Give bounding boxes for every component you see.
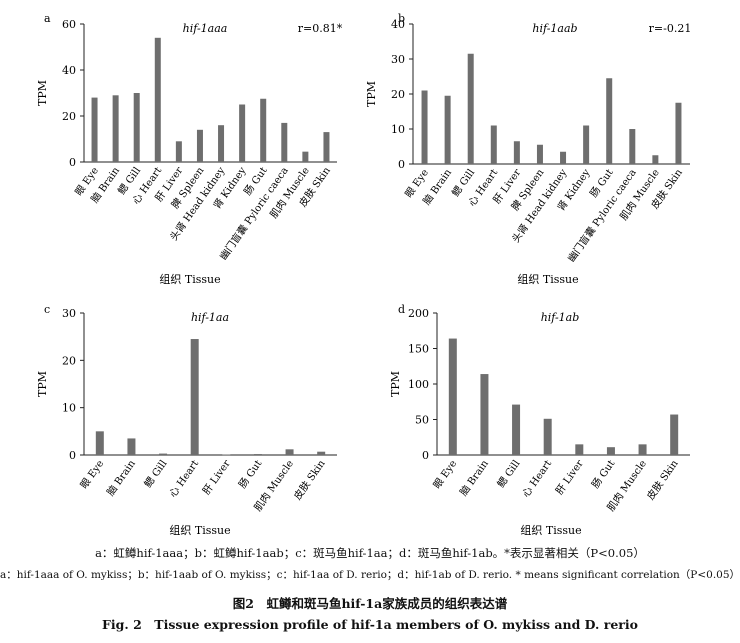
panel-a-title: hif-1aaa xyxy=(183,22,228,35)
panel-c-bar xyxy=(127,438,136,455)
panel-b-bar xyxy=(606,78,613,164)
panel-a-bar xyxy=(154,37,161,162)
panel-a-y-tick-label: 60 xyxy=(62,18,76,31)
panel-d-category-label: 皮肤 Skin xyxy=(644,457,681,502)
panel-c-x-axis-label: 组织 Tissue xyxy=(169,523,230,537)
panel-c-bar xyxy=(222,454,231,456)
panel-a-y-tick-label: 20 xyxy=(62,110,76,123)
panel-c-y-tick-label: 10 xyxy=(62,402,76,415)
panel-a-letter: a xyxy=(44,12,51,25)
panel-b-y-axis-label: TPM xyxy=(365,81,378,107)
panel-d-bar xyxy=(575,444,584,455)
panel-d-category-label: 鳃 Gill xyxy=(494,457,522,490)
panel-c-title: hif-1aa xyxy=(191,311,229,324)
panel-a-y-axis-label: TPM xyxy=(36,80,49,106)
panel-b-y-tick-label: 30 xyxy=(391,53,405,66)
panel-a-bar xyxy=(323,132,330,162)
panel-c-bar xyxy=(95,431,104,455)
panel-d-y-tick-label: 0 xyxy=(422,449,429,462)
panel-a-bar xyxy=(218,125,225,162)
panel-c-category-label: 鳃 Gill xyxy=(141,457,169,490)
panel-b-letter: b xyxy=(398,12,405,25)
panel-a-bar xyxy=(281,122,288,162)
panel-c-bar xyxy=(253,454,262,455)
panel-d-letter: d xyxy=(398,303,405,316)
panel-c-category-label: 心 Heart xyxy=(167,458,201,500)
panel-b-x-axis-label: 组织 Tissue xyxy=(517,272,578,286)
panel-c-category-label: 脑 Brain xyxy=(104,457,138,498)
panel-a-bar xyxy=(260,98,267,162)
panel-c-bar xyxy=(159,453,168,455)
panel-c-y-tick-label: 0 xyxy=(69,449,76,462)
panel-a-bar xyxy=(133,93,140,162)
panel-b-bar xyxy=(421,90,428,164)
panel-c-category-label: 眼 Eye xyxy=(78,458,106,491)
panel-a-correlation-label: r=0.81* xyxy=(298,22,343,35)
panel-b-bar xyxy=(536,144,543,164)
panel-c-y-tick-label: 20 xyxy=(62,354,76,367)
panel-a-bar xyxy=(91,97,98,162)
panel-b-bar xyxy=(490,125,497,164)
panel-b-bar xyxy=(467,53,474,164)
panel-b-y-tick-label: 40 xyxy=(391,18,405,31)
panel-c-category-label: 肠 Gut xyxy=(236,458,264,491)
panel-d-bar xyxy=(606,447,615,455)
panel-d-x-axis-label: 组织 Tissue xyxy=(520,523,581,537)
panel-d-bar xyxy=(638,444,647,455)
panel-b-bar xyxy=(444,95,451,164)
panel-c-letter: c xyxy=(44,303,50,316)
panel-c-bar xyxy=(317,451,326,455)
legend-caption-en: a：hif-1aaa of O. mykiss；b：hif-1aab of O.… xyxy=(0,569,740,581)
panel-b-bar xyxy=(583,125,590,164)
panel-a-bar xyxy=(175,141,182,162)
panel-b-bar xyxy=(652,155,659,164)
figure-title-en: Fig. 2 Tissue expression profile of hif-… xyxy=(102,617,638,632)
panel-c-bar xyxy=(190,339,199,455)
panel-c-y-tick-label: 30 xyxy=(62,307,76,320)
panel-d-category-label: 脑 Brain xyxy=(457,457,491,498)
panel-d-bar xyxy=(543,418,552,455)
panel-b-bar xyxy=(629,129,636,164)
panel-d-y-axis-label: TPM xyxy=(389,371,402,397)
panel-b-bar xyxy=(675,102,682,164)
panel-d-bar xyxy=(448,338,457,455)
panel-a-bar xyxy=(239,104,246,162)
legend-caption-cn: a：虹鳟hif-1aaa；b：虹鳟hif-1aab；c：斑马鱼hif-1aa；d… xyxy=(95,546,645,560)
panel-d-title: hif-1ab xyxy=(541,311,580,324)
panel-d-bar xyxy=(512,404,521,455)
panel-d-y-tick-label: 150 xyxy=(408,343,429,356)
panel-d-category-label: 肠 Gut xyxy=(589,458,617,491)
panel-d-bar xyxy=(670,414,679,455)
panel-c-bar xyxy=(285,449,294,455)
panel-a-bar xyxy=(196,129,203,162)
panel-d-bar xyxy=(480,374,489,455)
panel-c-category-label: 肝 Liver xyxy=(200,458,233,497)
panel-b-y-tick-label: 20 xyxy=(391,88,405,101)
panel-d-category-label: 眼 Eye xyxy=(431,458,459,491)
panel-c-y-axis-label: TPM xyxy=(36,371,49,397)
panel-a-y-tick-label: 40 xyxy=(62,64,76,77)
panel-b-title: hif-1aab xyxy=(532,22,577,35)
panel-b-bar xyxy=(560,151,567,164)
figure-title-cn: 图2 虹鳟和斑马鱼hif-1a家族成员的组织表达谱 xyxy=(232,596,508,611)
panel-c-category-label: 皮肤 Skin xyxy=(291,457,328,502)
panel-d-category-label: 心 Heart xyxy=(520,458,554,500)
panel-a-bar xyxy=(302,151,309,162)
panel-a-y-tick-label: 0 xyxy=(69,156,76,169)
panel-a-x-axis-label: 组织 Tissue xyxy=(159,272,220,286)
panel-b-bar xyxy=(513,141,520,164)
panel-d-y-tick-label: 100 xyxy=(408,378,429,391)
panel-b-y-tick-label: 0 xyxy=(398,158,405,171)
panel-b-y-tick-label: 10 xyxy=(391,123,405,136)
panel-d-y-tick-label: 50 xyxy=(415,414,429,427)
panel-d-y-tick-label: 200 xyxy=(408,307,429,320)
panel-d-category-label: 肝 Liver xyxy=(553,458,586,497)
panel-b-correlation-label: r=-0.21 xyxy=(649,22,692,35)
panel-a-bar xyxy=(112,95,119,162)
